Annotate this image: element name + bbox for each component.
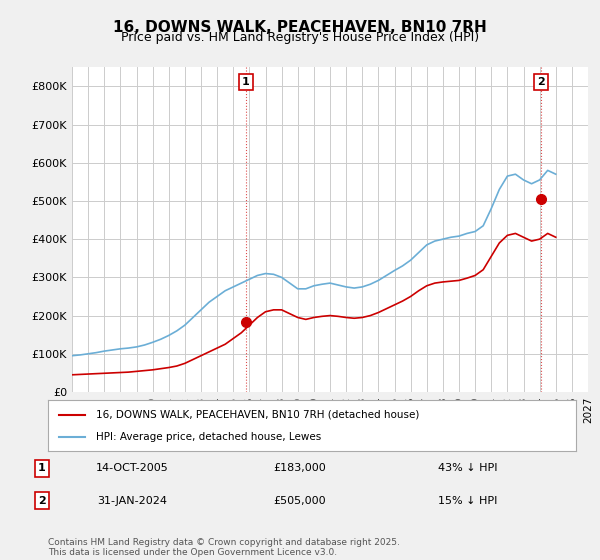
Text: HPI: Average price, detached house, Lewes: HPI: Average price, detached house, Lewe… <box>95 432 321 442</box>
Text: 16, DOWNS WALK, PEACEHAVEN, BN10 7RH: 16, DOWNS WALK, PEACEHAVEN, BN10 7RH <box>113 20 487 35</box>
Text: Contains HM Land Registry data © Crown copyright and database right 2025.
This d: Contains HM Land Registry data © Crown c… <box>48 538 400 557</box>
Text: 16, DOWNS WALK, PEACEHAVEN, BN10 7RH (detached house): 16, DOWNS WALK, PEACEHAVEN, BN10 7RH (de… <box>95 409 419 419</box>
Text: 15% ↓ HPI: 15% ↓ HPI <box>439 496 497 506</box>
Text: £183,000: £183,000 <box>274 463 326 473</box>
Text: 43% ↓ HPI: 43% ↓ HPI <box>438 463 498 473</box>
Text: 2: 2 <box>537 77 545 87</box>
Text: 14-OCT-2005: 14-OCT-2005 <box>95 463 169 473</box>
Text: 2: 2 <box>38 496 46 506</box>
Text: 1: 1 <box>38 463 46 473</box>
Text: Price paid vs. HM Land Registry's House Price Index (HPI): Price paid vs. HM Land Registry's House … <box>121 31 479 44</box>
Text: 31-JAN-2024: 31-JAN-2024 <box>97 496 167 506</box>
Text: £505,000: £505,000 <box>274 496 326 506</box>
Text: 1: 1 <box>242 77 250 87</box>
